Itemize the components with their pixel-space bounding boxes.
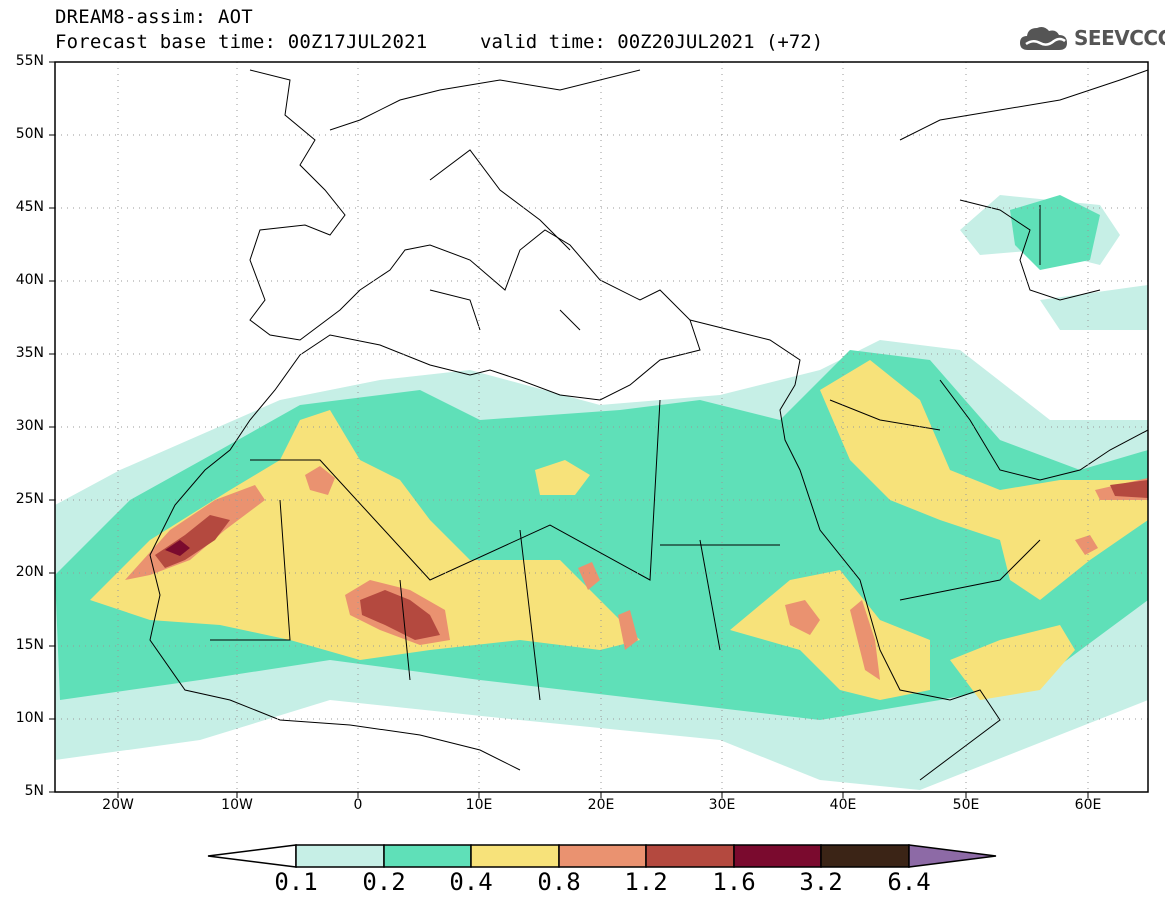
lon-label: 20E [587, 797, 615, 813]
lat-label: 30N [15, 418, 44, 434]
lon-label: 20W [102, 797, 134, 813]
aot-layer-0-2 [55, 195, 1148, 720]
header-valid-time: valid time: 00Z20JUL2021 (+72) [480, 31, 824, 53]
lat-label: 15N [15, 637, 44, 653]
lat-label: 20N [15, 564, 44, 580]
lon-label: 40E [829, 797, 857, 813]
colorbar-label: 1.6 [712, 868, 756, 896]
colorbar-bin [645, 844, 735, 868]
colorbar-bin [820, 844, 910, 868]
lon-label: 10W [221, 797, 253, 813]
colorbar-bin [733, 844, 822, 868]
colorbar-bin [295, 844, 385, 868]
lat-label: 5N [24, 783, 44, 799]
colorbar-label: 0.2 [362, 868, 406, 896]
aot-layer-1-6 [165, 540, 190, 556]
lat-label: 45N [15, 199, 44, 215]
colorbar-label: 0.4 [449, 868, 493, 896]
aot-layer-0-4 [90, 360, 1148, 700]
map-frame [54, 61, 1149, 793]
lon-label: 60E [1074, 797, 1102, 813]
coastlines [149, 69, 1148, 781]
colorbar-label: 1.2 [624, 868, 668, 896]
colorbar-high-arrow [908, 844, 997, 868]
lon-label: 30E [708, 797, 736, 813]
lat-label: 35N [15, 345, 44, 361]
cloud-icon [1020, 27, 1067, 50]
lon-label: 0 [353, 797, 363, 813]
colorbar-label: 0.1 [274, 868, 318, 896]
colorbar-bin [383, 844, 472, 868]
seevccc-logo: SEEVCCC [1018, 22, 1165, 54]
aot-layer-0-1 [55, 195, 1148, 790]
colorbar-label: 3.2 [799, 868, 843, 896]
colorbar-low-arrow [207, 844, 297, 868]
colorbar-label: 6.4 [887, 868, 931, 896]
aot-layer-0-8 [125, 466, 1148, 680]
lat-label: 50N [15, 126, 44, 142]
colorbar-bin [558, 844, 647, 868]
lon-label: 50E [952, 797, 980, 813]
colorbar-bin [470, 844, 560, 868]
header-base-time: Forecast base time: 00Z17JUL2021 [55, 31, 428, 53]
header-model: DREAM8-assim: AOT [55, 6, 253, 28]
grid-lines [55, 62, 1148, 792]
axis-ticks [49, 61, 1089, 798]
lon-label: 10E [465, 797, 493, 813]
lat-label: 40N [15, 272, 44, 288]
lat-label: 25N [15, 491, 44, 507]
colorbar-label: 0.8 [537, 868, 581, 896]
aot-layer-1-2 [155, 480, 1148, 640]
lat-label: 55N [15, 53, 44, 69]
logo-text: SEEVCCC [1074, 26, 1165, 50]
lat-label: 10N [15, 710, 44, 726]
